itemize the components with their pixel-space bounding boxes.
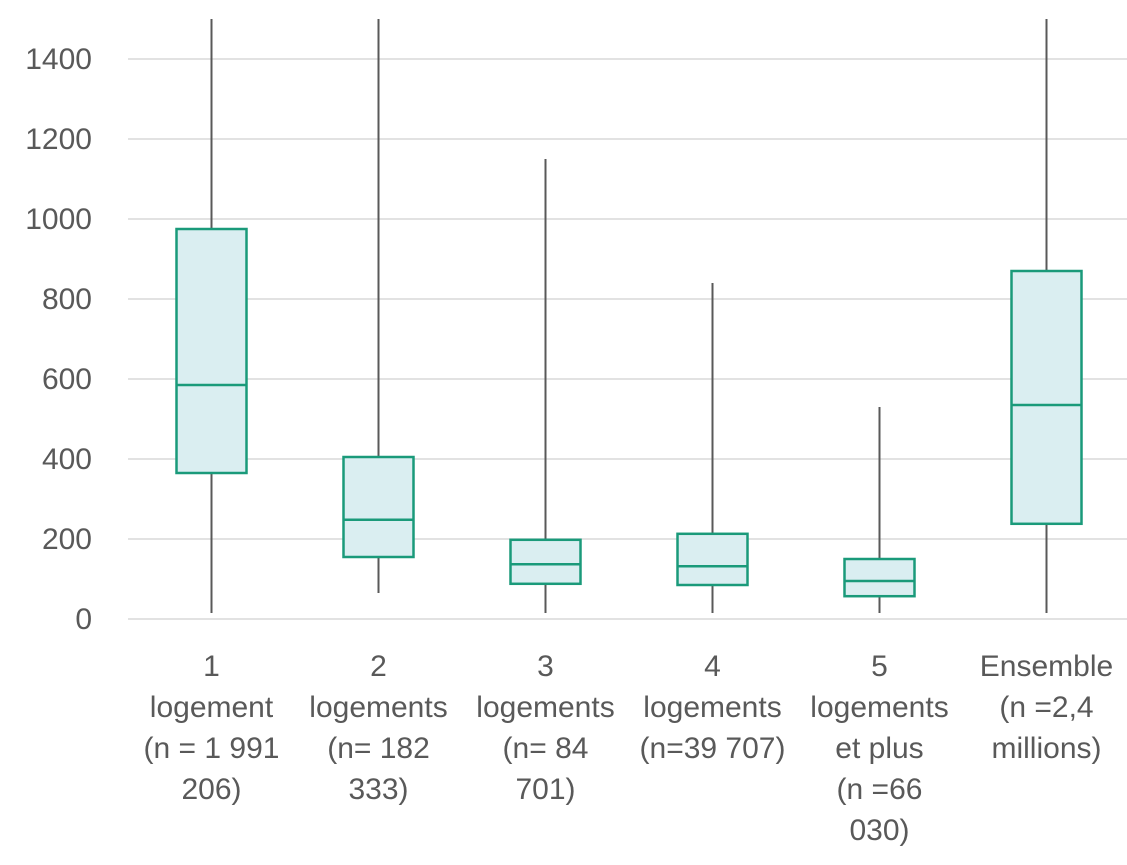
- x-label-line: (n = 1 991: [144, 732, 280, 765]
- grid-layer: [128, 58, 1127, 620]
- box-group-6: [1010, 19, 1083, 613]
- x-category-label-5: 5 logements et plus (n =66 030): [810, 650, 948, 847]
- box-group-1: [175, 19, 248, 613]
- x-label-line: logement: [150, 691, 274, 724]
- x-category-label-2: 2 logements (n= 182 333): [309, 650, 447, 806]
- x-label-line: logements: [810, 691, 948, 724]
- x-label-line: 4: [704, 650, 721, 683]
- x-label-line: 5: [871, 650, 888, 683]
- x-label-line: Ensemble: [980, 650, 1113, 683]
- box-group-2: [342, 19, 415, 593]
- y-tick-label: 600: [42, 363, 92, 396]
- x-category-label-6: Ensemble (n =2,4 millions): [980, 650, 1113, 765]
- x-label-line: 3: [537, 650, 554, 683]
- iqr-box: [676, 532, 749, 587]
- x-category-label-3: 3 logements (n= 84 701): [476, 650, 614, 806]
- x-label-line: 2: [370, 650, 387, 683]
- y-tick-label: 200: [42, 523, 92, 556]
- x-label-line: 030): [849, 814, 909, 847]
- box-group-4: [676, 283, 749, 613]
- x-category-label-4: 4 logements (n=39 707): [640, 650, 786, 765]
- x-label-line: 1: [203, 650, 220, 683]
- y-tick-label: 800: [42, 283, 92, 316]
- y-tick-label: 1200: [25, 123, 92, 156]
- iqr-box: [342, 455, 415, 559]
- box-layer: [175, 19, 1083, 613]
- iqr-box: [843, 557, 916, 598]
- x-label-line: (n= 182: [327, 732, 430, 765]
- x-label-line: 206): [181, 773, 241, 806]
- x-label-line: (n =66: [837, 773, 923, 806]
- x-label-line: 701): [515, 773, 575, 806]
- y-tick-label: 1000: [25, 203, 92, 236]
- box-group-5: [843, 407, 916, 613]
- x-label-line: logements: [643, 691, 781, 724]
- box-group-3: [509, 159, 582, 613]
- iqr-box: [1010, 269, 1083, 526]
- y-tick-label: 400: [42, 443, 92, 476]
- x-label-line: logements: [309, 691, 447, 724]
- x-label-line: logements: [476, 691, 614, 724]
- y-axis-ticks: 0 200 400 600 800 1000 1200 1400: [25, 43, 92, 636]
- y-tick-label: 1400: [25, 43, 92, 76]
- x-label-line: 333): [348, 773, 408, 806]
- x-label-line: (n= 84: [503, 732, 589, 765]
- x-label-line: (n =2,4: [999, 691, 1093, 724]
- x-label-line: et plus: [835, 732, 923, 765]
- x-category-label-1: 1 logement (n = 1 991 206): [144, 650, 280, 806]
- iqr-box: [509, 538, 582, 586]
- x-label-line: millions): [991, 732, 1101, 765]
- iqr-box: [175, 227, 248, 475]
- y-tick-label: 0: [75, 603, 92, 636]
- x-label-line: (n=39 707): [640, 732, 786, 765]
- x-axis-labels: 1 logement (n = 1 991 206) 2 logements (n= 182…: [144, 650, 1114, 847]
